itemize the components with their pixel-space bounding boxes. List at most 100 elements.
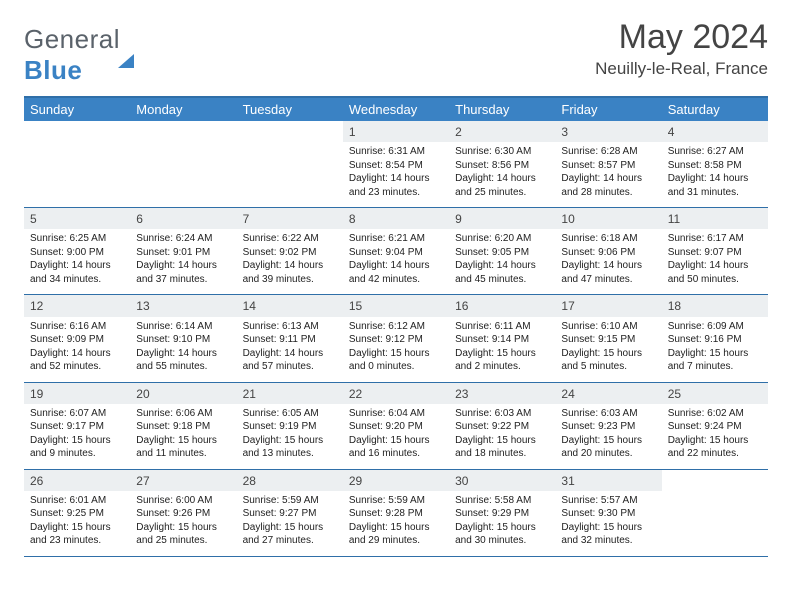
day-number: 3	[555, 121, 661, 142]
day-body: Sunrise: 6:06 AMSunset: 9:18 PMDaylight:…	[130, 404, 236, 469]
day-body: Sunrise: 6:01 AMSunset: 9:25 PMDaylight:…	[24, 491, 130, 556]
daylight-line: Daylight: 15 hours and 30 minutes.	[455, 521, 549, 548]
calendar-header-cell: Thursday	[449, 98, 555, 121]
day-body: Sunrise: 6:18 AMSunset: 9:06 PMDaylight:…	[555, 229, 661, 294]
logo-part2: Blue	[24, 55, 82, 85]
day-number: 17	[555, 295, 661, 316]
sunset-line: Sunset: 9:11 PM	[243, 333, 337, 347]
calendar-day-cell: 2Sunrise: 6:30 AMSunset: 8:56 PMDaylight…	[449, 121, 555, 207]
day-body: Sunrise: 6:14 AMSunset: 9:10 PMDaylight:…	[130, 317, 236, 382]
day-body: Sunrise: 6:30 AMSunset: 8:56 PMDaylight:…	[449, 142, 555, 207]
sunrise-line: Sunrise: 5:58 AM	[455, 494, 549, 508]
daylight-line: Daylight: 14 hours and 55 minutes.	[136, 347, 230, 374]
calendar-day-cell: 19Sunrise: 6:07 AMSunset: 9:17 PMDayligh…	[24, 383, 130, 469]
day-body: Sunrise: 6:10 AMSunset: 9:15 PMDaylight:…	[555, 317, 661, 382]
calendar-day-cell: 31Sunrise: 5:57 AMSunset: 9:30 PMDayligh…	[555, 470, 661, 556]
calendar-day-cell: 17Sunrise: 6:10 AMSunset: 9:15 PMDayligh…	[555, 295, 661, 381]
day-number: 14	[237, 295, 343, 316]
sunset-line: Sunset: 9:09 PM	[30, 333, 124, 347]
daylight-line: Daylight: 15 hours and 16 minutes.	[349, 434, 443, 461]
calendar-day-cell: 21Sunrise: 6:05 AMSunset: 9:19 PMDayligh…	[237, 383, 343, 469]
day-number: 27	[130, 470, 236, 491]
calendar-day-cell: 25Sunrise: 6:02 AMSunset: 9:24 PMDayligh…	[662, 383, 768, 469]
calendar-week-row: 1Sunrise: 6:31 AMSunset: 8:54 PMDaylight…	[24, 121, 768, 208]
day-body: Sunrise: 6:28 AMSunset: 8:57 PMDaylight:…	[555, 142, 661, 207]
calendar-day-cell: 13Sunrise: 6:14 AMSunset: 9:10 PMDayligh…	[130, 295, 236, 381]
daylight-line: Daylight: 15 hours and 22 minutes.	[668, 434, 762, 461]
day-body: Sunrise: 5:59 AMSunset: 9:28 PMDaylight:…	[343, 491, 449, 556]
daylight-line: Daylight: 15 hours and 11 minutes.	[136, 434, 230, 461]
day-number: 24	[555, 383, 661, 404]
calendar-day-cell: 24Sunrise: 6:03 AMSunset: 9:23 PMDayligh…	[555, 383, 661, 469]
day-number: 29	[343, 470, 449, 491]
daylight-line: Daylight: 14 hours and 52 minutes.	[30, 347, 124, 374]
sunset-line: Sunset: 9:18 PM	[136, 420, 230, 434]
sunrise-line: Sunrise: 5:57 AM	[561, 494, 655, 508]
day-number: 8	[343, 208, 449, 229]
calendar-day-cell: 15Sunrise: 6:12 AMSunset: 9:12 PMDayligh…	[343, 295, 449, 381]
calendar-day-cell: 7Sunrise: 6:22 AMSunset: 9:02 PMDaylight…	[237, 208, 343, 294]
sunset-line: Sunset: 9:20 PM	[349, 420, 443, 434]
sunrise-line: Sunrise: 6:13 AM	[243, 320, 337, 334]
calendar-day-cell: 16Sunrise: 6:11 AMSunset: 9:14 PMDayligh…	[449, 295, 555, 381]
daylight-line: Daylight: 15 hours and 18 minutes.	[455, 434, 549, 461]
sunset-line: Sunset: 9:14 PM	[455, 333, 549, 347]
sunset-line: Sunset: 9:05 PM	[455, 246, 549, 260]
daylight-line: Daylight: 14 hours and 23 minutes.	[349, 172, 443, 199]
calendar-day-cell: 26Sunrise: 6:01 AMSunset: 9:25 PMDayligh…	[24, 470, 130, 556]
day-number: 15	[343, 295, 449, 316]
day-body: Sunrise: 6:05 AMSunset: 9:19 PMDaylight:…	[237, 404, 343, 469]
daylight-line: Daylight: 15 hours and 9 minutes.	[30, 434, 124, 461]
sunset-line: Sunset: 8:56 PM	[455, 159, 549, 173]
calendar-day-cell	[662, 470, 768, 556]
sunrise-line: Sunrise: 6:31 AM	[349, 145, 443, 159]
calendar-day-cell: 27Sunrise: 6:00 AMSunset: 9:26 PMDayligh…	[130, 470, 236, 556]
day-body: Sunrise: 6:16 AMSunset: 9:09 PMDaylight:…	[24, 317, 130, 382]
day-number	[24, 121, 130, 142]
sunrise-line: Sunrise: 6:16 AM	[30, 320, 124, 334]
day-body: Sunrise: 6:12 AMSunset: 9:12 PMDaylight:…	[343, 317, 449, 382]
day-body	[237, 142, 343, 202]
sunrise-line: Sunrise: 6:01 AM	[30, 494, 124, 508]
calendar: SundayMondayTuesdayWednesdayThursdayFrid…	[24, 96, 768, 557]
daylight-line: Daylight: 14 hours and 25 minutes.	[455, 172, 549, 199]
sunset-line: Sunset: 9:17 PM	[30, 420, 124, 434]
sunset-line: Sunset: 9:23 PM	[561, 420, 655, 434]
day-body: Sunrise: 6:22 AMSunset: 9:02 PMDaylight:…	[237, 229, 343, 294]
sunrise-line: Sunrise: 6:14 AM	[136, 320, 230, 334]
calendar-day-cell: 12Sunrise: 6:16 AMSunset: 9:09 PMDayligh…	[24, 295, 130, 381]
calendar-day-cell: 10Sunrise: 6:18 AMSunset: 9:06 PMDayligh…	[555, 208, 661, 294]
sunrise-line: Sunrise: 6:24 AM	[136, 232, 230, 246]
day-number: 31	[555, 470, 661, 491]
day-body: Sunrise: 6:13 AMSunset: 9:11 PMDaylight:…	[237, 317, 343, 382]
sunset-line: Sunset: 9:04 PM	[349, 246, 443, 260]
day-number: 28	[237, 470, 343, 491]
sunset-line: Sunset: 9:29 PM	[455, 507, 549, 521]
calendar-day-cell	[237, 121, 343, 207]
daylight-line: Daylight: 15 hours and 32 minutes.	[561, 521, 655, 548]
sunset-line: Sunset: 9:27 PM	[243, 507, 337, 521]
sunset-line: Sunset: 9:28 PM	[349, 507, 443, 521]
sunset-line: Sunset: 9:15 PM	[561, 333, 655, 347]
sunrise-line: Sunrise: 6:10 AM	[561, 320, 655, 334]
daylight-line: Daylight: 15 hours and 27 minutes.	[243, 521, 337, 548]
day-number: 11	[662, 208, 768, 229]
calendar-day-cell: 30Sunrise: 5:58 AMSunset: 9:29 PMDayligh…	[449, 470, 555, 556]
daylight-line: Daylight: 14 hours and 45 minutes.	[455, 259, 549, 286]
day-number: 18	[662, 295, 768, 316]
calendar-day-cell: 1Sunrise: 6:31 AMSunset: 8:54 PMDaylight…	[343, 121, 449, 207]
calendar-header-cell: Tuesday	[237, 98, 343, 121]
calendar-day-cell	[130, 121, 236, 207]
day-body	[130, 142, 236, 202]
sunrise-line: Sunrise: 6:11 AM	[455, 320, 549, 334]
calendar-body: 1Sunrise: 6:31 AMSunset: 8:54 PMDaylight…	[24, 121, 768, 557]
month-title: May 2024	[595, 18, 768, 57]
day-number: 26	[24, 470, 130, 491]
day-body: Sunrise: 6:03 AMSunset: 9:22 PMDaylight:…	[449, 404, 555, 469]
day-number: 21	[237, 383, 343, 404]
calendar-header-cell: Saturday	[662, 98, 768, 121]
logo-text: General Blue	[24, 24, 134, 86]
logo-triangle-icon	[118, 24, 134, 68]
day-body: Sunrise: 6:20 AMSunset: 9:05 PMDaylight:…	[449, 229, 555, 294]
calendar-day-cell: 9Sunrise: 6:20 AMSunset: 9:05 PMDaylight…	[449, 208, 555, 294]
